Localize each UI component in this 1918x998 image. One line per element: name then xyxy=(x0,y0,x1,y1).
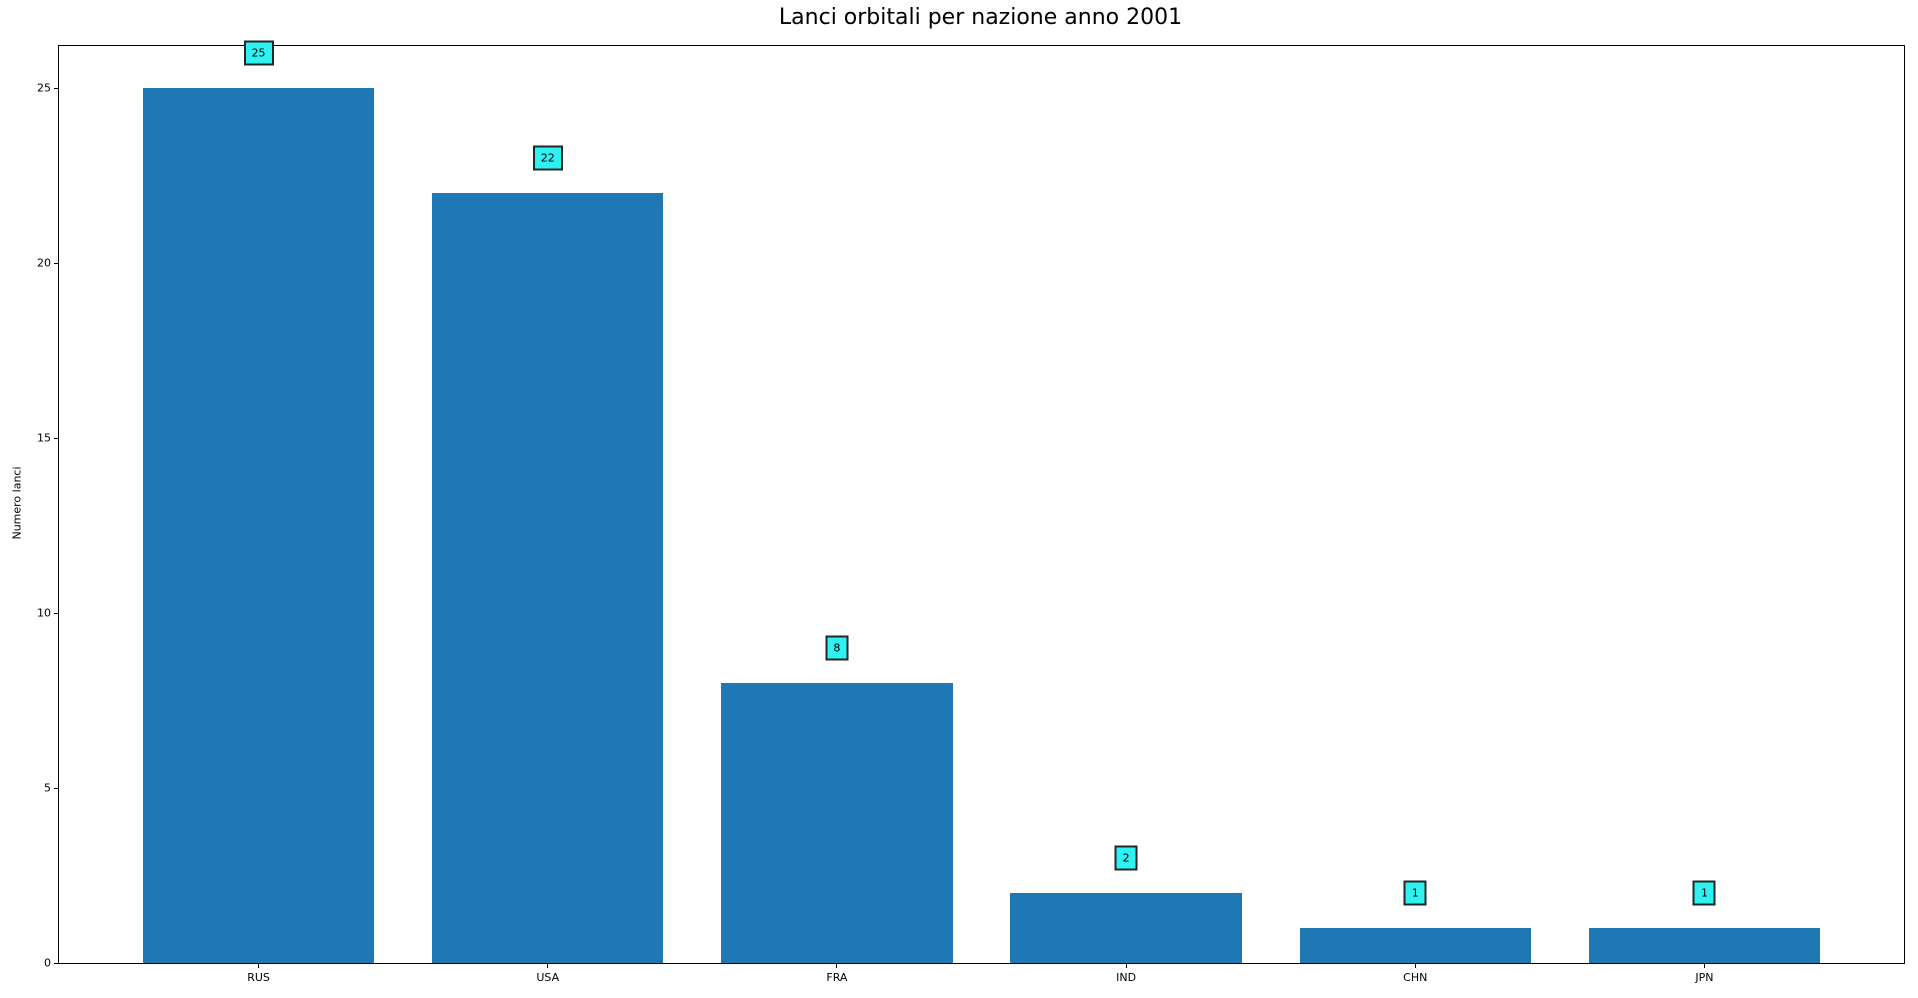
bar-rus xyxy=(142,88,375,963)
y-tick-label-10: 10 xyxy=(37,606,51,620)
y-axis-label: Numero lanci xyxy=(10,466,24,540)
x-tick-label-fra: FRA xyxy=(826,971,848,984)
y-tick-label-5: 5 xyxy=(44,781,51,795)
y-tick-mark xyxy=(54,262,58,264)
bar-value-annotation-fra: 8 xyxy=(825,635,849,661)
bar-fra xyxy=(721,683,953,963)
bar-usa xyxy=(432,193,664,963)
bar-value-annotation-usa: 22 xyxy=(532,145,563,171)
plot-area: RUS 25 USA 22 FRA 8 IND 2 CHN 1 JPN 1 0 5 10 15 20 25 xyxy=(37,40,1905,984)
x-tick-mark xyxy=(836,964,838,968)
x-tick-mark xyxy=(1125,964,1127,968)
bar-value-annotation-chn: 1 xyxy=(1403,880,1427,906)
y-tick-label-15: 15 xyxy=(37,431,51,445)
x-tick-label-rus: RUS xyxy=(247,971,270,984)
y-tick-mark xyxy=(54,437,58,439)
x-tick-label-ind: IND xyxy=(1116,971,1137,984)
y-tick-mark xyxy=(54,962,58,964)
y-tick-label-25: 25 xyxy=(37,81,51,95)
x-tick-mark xyxy=(258,964,260,968)
bar-jpn xyxy=(1588,928,1821,963)
y-tick-mark xyxy=(54,787,58,789)
y-tick-mark xyxy=(54,612,58,614)
bar-value-annotation-ind: 2 xyxy=(1114,845,1138,871)
y-tick-mark xyxy=(54,87,58,89)
x-tick-label-jpn: JPN xyxy=(1695,971,1714,984)
y-tick-label-20: 20 xyxy=(37,256,51,270)
bar-value-annotation-jpn: 1 xyxy=(1692,880,1716,906)
x-tick-mark xyxy=(547,964,549,968)
bar-chn xyxy=(1299,928,1531,963)
bar-ind xyxy=(1010,893,1242,963)
bar-value-annotation-rus: 25 xyxy=(243,40,274,66)
x-tick-mark xyxy=(1414,964,1416,968)
x-tick-label-chn: CHN xyxy=(1403,971,1428,984)
y-tick-label-0: 0 xyxy=(44,956,51,970)
x-tick-mark xyxy=(1703,964,1705,968)
chart-title: Lanci orbitali per nazione anno 2001 xyxy=(778,5,1183,30)
x-tick-label-usa: USA xyxy=(536,971,560,984)
